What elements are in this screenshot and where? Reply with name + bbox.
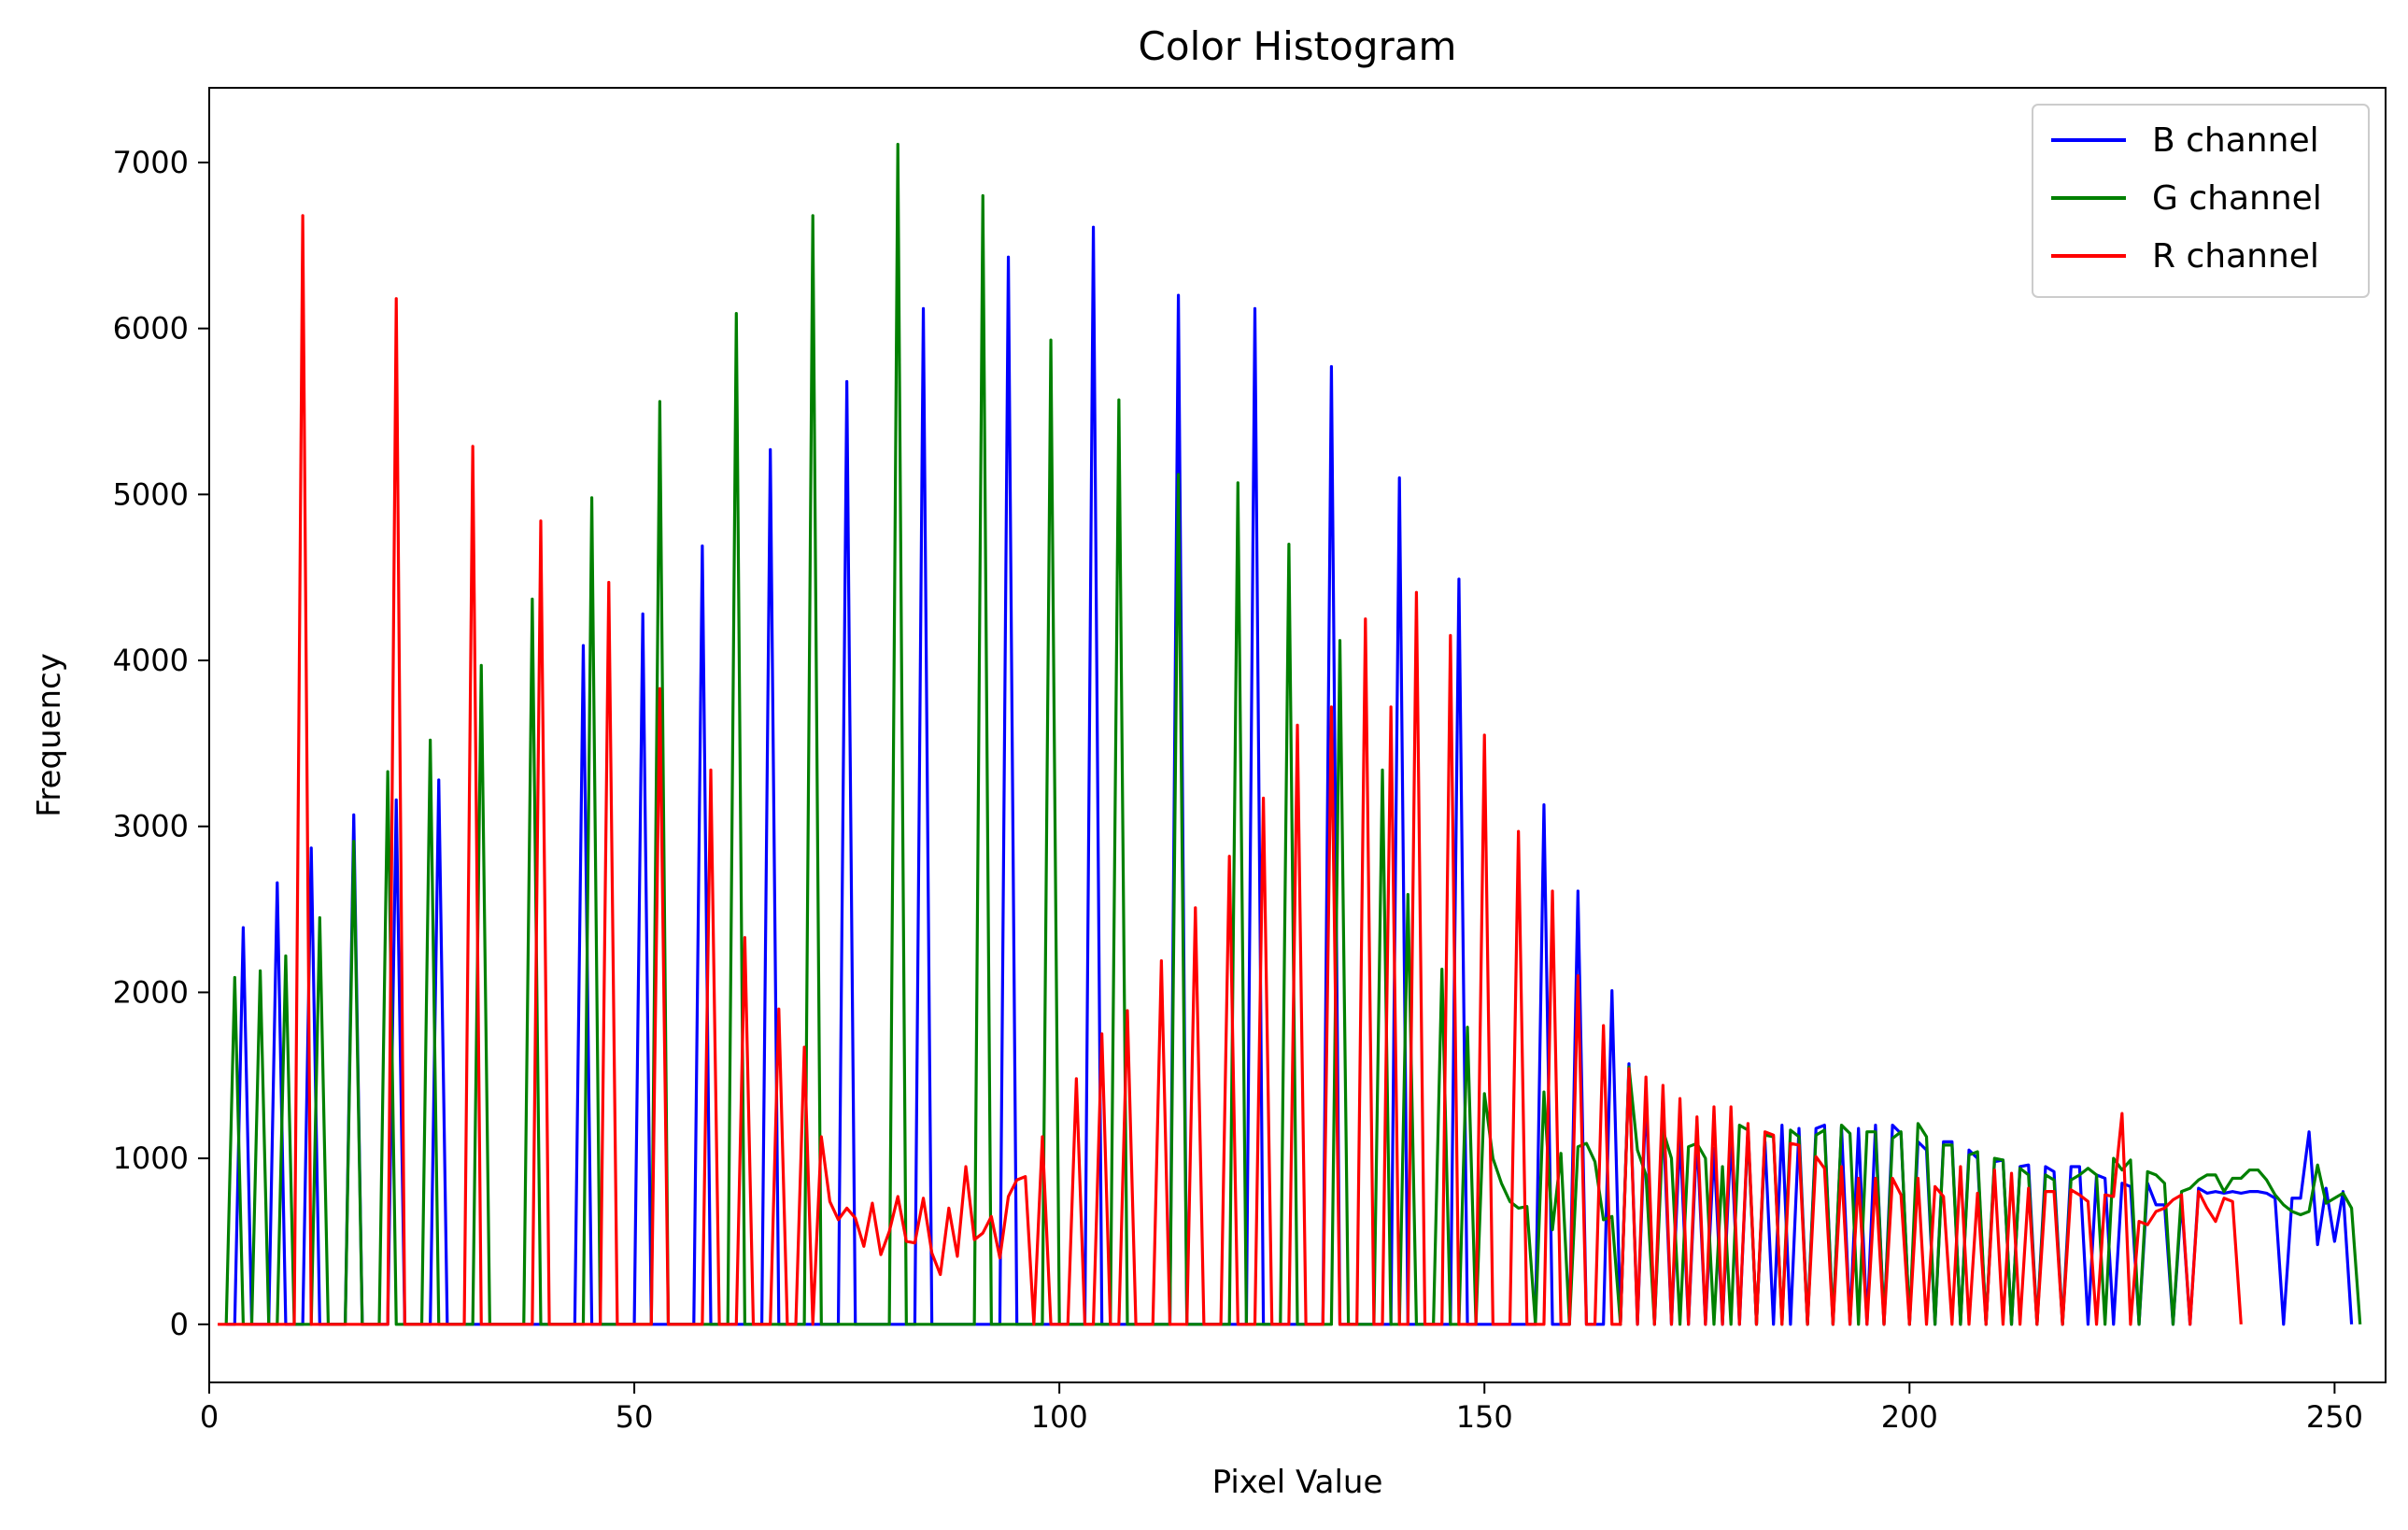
y-tick-label: 7000	[113, 145, 189, 180]
legend: B channel G channel R channel	[2032, 104, 2370, 298]
y-tick-label: 1000	[113, 1140, 189, 1176]
series-line-3	[218, 214, 2243, 1326]
chart-title: Color Histogram	[1139, 23, 1457, 69]
legend-label: B channel	[2152, 121, 2319, 160]
x-tick-label: 250	[2306, 1399, 2363, 1435]
x-tick-label: 100	[1031, 1399, 1088, 1435]
x-tick-label: 150	[1456, 1399, 1513, 1435]
y-tick-label: 2000	[113, 974, 189, 1010]
legend-box	[2032, 104, 2370, 298]
plot-area	[218, 142, 2362, 1326]
x-tick-label: 0	[200, 1399, 219, 1435]
y-tick-label: 3000	[113, 809, 189, 844]
x-axis: 0 50 100 150 200 250	[200, 1382, 2363, 1435]
y-tick-label: 0	[170, 1307, 189, 1342]
y-tick-label: 4000	[113, 643, 189, 678]
series-layer	[218, 142, 2362, 1326]
legend-label: R channel	[2152, 237, 2319, 276]
x-axis-label: Pixel Value	[1212, 1464, 1383, 1501]
plot-frame	[208, 87, 2387, 1383]
y-axis-label: Frequency	[31, 653, 68, 817]
y-tick-label: 5000	[113, 476, 189, 512]
y-axis: 0 1000 2000 3000 4000 5000 6000 7000	[113, 145, 209, 1342]
x-tick-label: 200	[1881, 1399, 1938, 1435]
x-tick-label: 50	[616, 1399, 654, 1435]
legend-label: G channel	[2152, 179, 2322, 218]
y-tick-label: 6000	[113, 311, 189, 347]
